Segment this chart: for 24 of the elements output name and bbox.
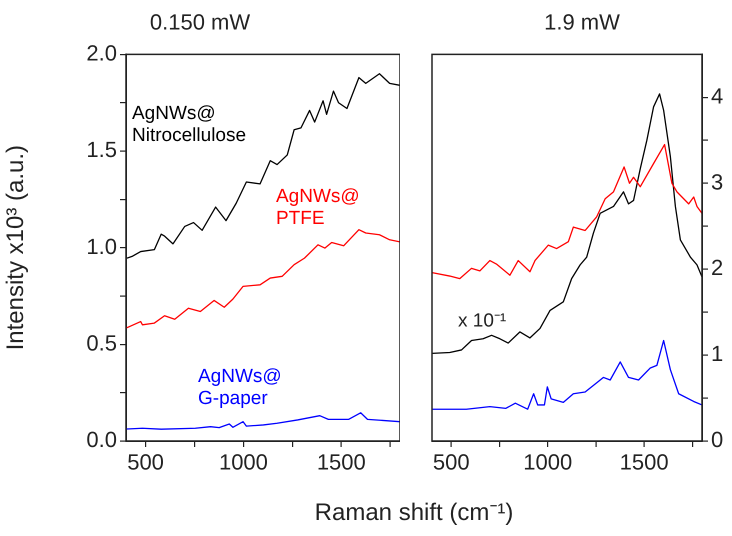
y-tick-label: 0.0 [86, 427, 117, 452]
y-tick-label: 0.5 [86, 330, 117, 356]
y2-tick-label: 1 [711, 341, 724, 366]
series-label: AgNWs@ G-paper [198, 366, 282, 410]
x-tick-label: 500 [127, 449, 164, 474]
annotation: x 10⁻¹ [458, 310, 506, 332]
x-tick-label: 1000 [218, 449, 268, 474]
series-label: AgNWs@ Nitrocellulose [132, 103, 246, 146]
x-tick-label: 1500 [620, 449, 669, 474]
y2-tick-label: 2 [711, 255, 724, 280]
x-axis-title: Raman shift (cm⁻¹) [314, 498, 514, 527]
y-tick-label: 1.0 [86, 234, 117, 259]
y2-tick-label: 4 [711, 83, 724, 108]
chart-title: 1.9 mW [544, 9, 620, 34]
y2-tick-label: 3 [711, 169, 724, 194]
x-tick-label: 1500 [316, 449, 366, 474]
y2-tick-label: 0 [711, 427, 724, 452]
chart-title: 0.150 mW [150, 9, 250, 34]
series-label: AgNWs@ PTFE [276, 186, 360, 230]
x-tick-label: 500 [432, 449, 470, 474]
y-tick-label: 2.0 [86, 40, 117, 66]
y-tick-label: 1.5 [86, 137, 117, 162]
y-axis-title: Intensity x10³ (a.u.) [2, 144, 30, 350]
x-tick-label: 1000 [523, 449, 572, 474]
